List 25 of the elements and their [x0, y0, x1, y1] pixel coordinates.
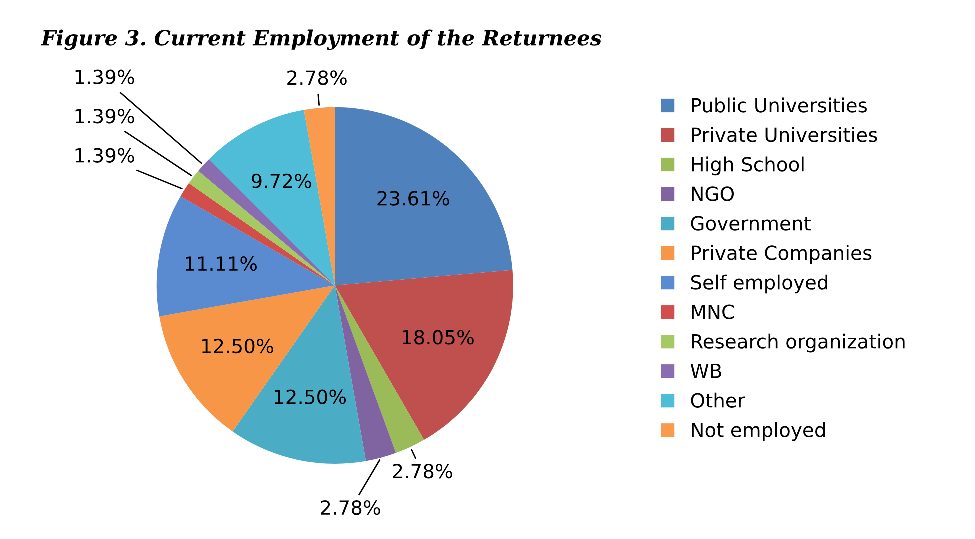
- legend-label: MNC: [692, 304, 734, 320]
- legend-label: Public Universities: [692, 98, 868, 113]
- data-label: 1.39%: [76, 70, 134, 84]
- legend-label: Self employed: [691, 274, 828, 294]
- data-label: 2.78%: [393, 464, 452, 479]
- data-label: 1.39%: [76, 109, 134, 124]
- legend-label: NGO: [692, 186, 734, 202]
- data-label: 12.50%: [275, 390, 346, 404]
- legend-label: Research organization: [692, 334, 905, 353]
- data-label: 2.78%: [321, 500, 380, 516]
- legend-label: High School: [692, 156, 804, 176]
- data-label: 12.50%: [202, 338, 274, 354]
- legend-label: Private Universities: [692, 127, 878, 142]
- data-label: 18.05%: [402, 330, 474, 345]
- data-label: 23.61%: [378, 191, 450, 206]
- chart-title: Figure 3. Current Employment of the Returnees: [40, 30, 602, 50]
- data-label: 9.72%: [252, 174, 312, 189]
- legend-label: Government: [691, 216, 811, 231]
- data-label: 2.78%: [288, 70, 347, 86]
- data-label: 1.39%: [76, 148, 134, 163]
- legend-label: Private Companies: [692, 245, 872, 264]
- data-label: 11.11%: [186, 256, 257, 272]
- legend-label: Other: [691, 392, 746, 408]
- legend-label: Not employed: [692, 422, 826, 442]
- legend-label: WB: [690, 364, 722, 378]
